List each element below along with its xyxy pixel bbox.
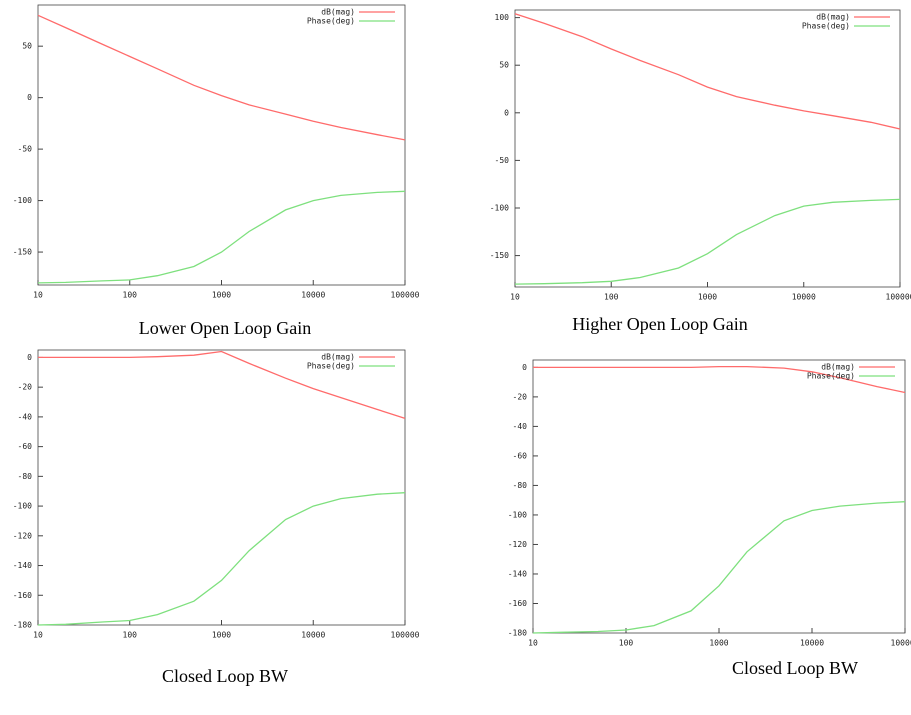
- chart-caption: Closed Loop BW: [732, 658, 858, 678]
- series-line: [514, 198, 901, 285]
- y-tick-label: -20: [513, 392, 528, 401]
- y-tick-label: -150: [13, 248, 32, 257]
- x-tick-label: 10: [33, 631, 43, 640]
- y-tick-label: 0: [27, 93, 32, 102]
- y-tick-label: -20: [18, 383, 33, 392]
- y-tick-label: 0: [522, 363, 527, 372]
- y-tick-label: -140: [13, 561, 32, 570]
- y-tick-label: -180: [13, 621, 32, 630]
- legend-label: dB(mag): [816, 13, 850, 22]
- y-tick-label: 0: [27, 353, 32, 362]
- y-tick-label: 50: [499, 61, 509, 70]
- y-tick-label: -160: [508, 599, 527, 608]
- series-line: [37, 190, 406, 284]
- x-tick-label: 100000: [391, 631, 420, 640]
- legend-label: dB(mag): [321, 8, 355, 17]
- y-tick-label: -100: [13, 502, 32, 511]
- legend-label: Phase(deg): [802, 22, 850, 31]
- y-tick-label: -60: [18, 442, 33, 451]
- x-tick-label: 100: [123, 631, 138, 640]
- legend-label: dB(mag): [321, 353, 355, 362]
- x-tick-label: 100: [123, 291, 138, 300]
- y-tick-label: -100: [13, 196, 32, 205]
- x-tick-label: 10: [528, 639, 538, 648]
- x-tick-label: 10000: [800, 639, 824, 648]
- series-line: [533, 365, 906, 394]
- x-tick-label: 10000: [301, 291, 325, 300]
- y-tick-label: 50: [22, 42, 32, 51]
- chart-caption: Closed Loop BW: [162, 666, 288, 686]
- y-tick-label: -50: [18, 145, 33, 154]
- series-line: [37, 492, 406, 626]
- y-tick-label: -140: [508, 569, 527, 578]
- x-tick-label: 10000: [792, 293, 816, 302]
- y-tick-label: 100: [495, 13, 510, 22]
- x-tick-label: 10: [33, 291, 43, 300]
- plot-frame: [532, 359, 906, 634]
- plot-frame: [514, 9, 901, 288]
- y-tick-label: -100: [508, 510, 527, 519]
- x-tick-label: 100000: [391, 291, 420, 300]
- x-tick-label: 1000: [709, 639, 728, 648]
- legend-label: Phase(deg): [307, 17, 355, 26]
- y-tick-label: -180: [508, 629, 527, 638]
- y-tick-label: -120: [508, 540, 527, 549]
- y-tick-label: -120: [13, 531, 32, 540]
- x-tick-label: 10000: [301, 631, 325, 640]
- chart-caption: Lower Open Loop Gain: [139, 318, 311, 338]
- legend-label: dB(mag): [821, 363, 855, 372]
- y-tick-label: -80: [18, 472, 33, 481]
- series-line: [38, 350, 406, 420]
- y-tick-label: -50: [495, 156, 510, 165]
- y-tick-label: -40: [18, 412, 33, 421]
- x-tick-label: 1000: [212, 291, 231, 300]
- x-tick-label: 10: [510, 293, 520, 302]
- x-tick-label: 100000: [891, 639, 911, 648]
- legend-label: Phase(deg): [807, 372, 855, 381]
- x-tick-label: 1000: [212, 631, 231, 640]
- series-line: [532, 501, 906, 634]
- y-tick-label: -160: [13, 591, 32, 600]
- x-tick-label: 100000: [886, 293, 911, 302]
- x-tick-label: 100: [604, 293, 619, 302]
- chart-caption: Higher Open Loop Gain: [572, 314, 747, 334]
- y-tick-label: -100: [490, 203, 509, 212]
- x-tick-label: 100: [619, 639, 634, 648]
- series-line: [514, 13, 901, 130]
- plot-frame: [37, 349, 406, 626]
- series-line: [37, 14, 406, 141]
- plot-frame: [37, 4, 406, 286]
- y-tick-label: -80: [513, 481, 528, 490]
- legend-label: Phase(deg): [307, 362, 355, 371]
- y-tick-label: 0: [504, 108, 509, 117]
- y-tick-label: -150: [490, 251, 509, 260]
- y-tick-label: -60: [513, 451, 528, 460]
- x-tick-label: 1000: [698, 293, 717, 302]
- y-tick-label: -40: [513, 422, 528, 431]
